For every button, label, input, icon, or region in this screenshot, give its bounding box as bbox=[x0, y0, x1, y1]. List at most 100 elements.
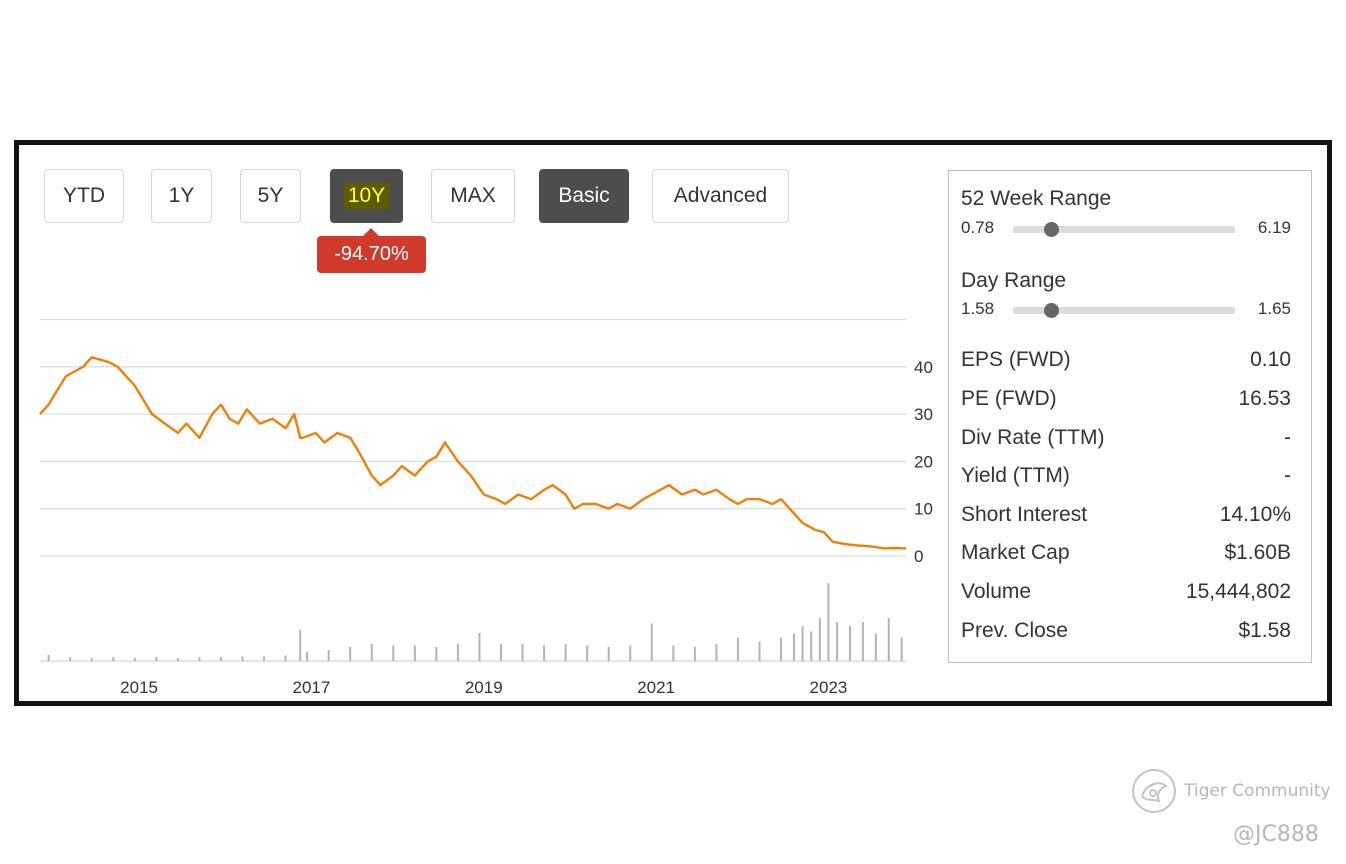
volume-bar bbox=[133, 657, 136, 661]
volume-bar bbox=[435, 646, 438, 661]
volume-bar bbox=[521, 643, 524, 661]
volume-bar bbox=[306, 651, 309, 661]
stat-row-yield: Yield (TTM) - bbox=[961, 464, 1291, 494]
stat-value: 15,444,802 bbox=[1185, 580, 1291, 603]
volume-bar bbox=[792, 633, 795, 661]
volume-bar bbox=[861, 622, 864, 661]
price-change-badge: -94.70% bbox=[317, 228, 426, 273]
volume-bar bbox=[607, 646, 610, 661]
volume-bar bbox=[758, 641, 761, 661]
volume-bar bbox=[810, 631, 813, 661]
day-range-track bbox=[1013, 303, 1235, 318]
y-tick-label: 30 bbox=[914, 405, 933, 424]
stat-value: 14.10% bbox=[1219, 503, 1291, 526]
y-tick-label: 40 bbox=[914, 358, 933, 377]
day-range-max: 1.65 bbox=[1257, 299, 1291, 318]
stat-row-prev-close: Prev. Close $1.58 bbox=[961, 619, 1291, 649]
range-max-button[interactable]: MAX bbox=[431, 169, 515, 223]
x-tick-label: 2015 bbox=[120, 678, 158, 697]
volume-bar bbox=[818, 618, 821, 661]
volume-bar bbox=[219, 657, 222, 661]
volume-bar bbox=[500, 643, 503, 661]
volume-bar bbox=[693, 646, 696, 661]
day-range-thumb bbox=[1043, 303, 1059, 318]
day-range-min: 1.58 bbox=[961, 299, 995, 318]
volume-bar bbox=[176, 657, 179, 661]
volume-bar bbox=[327, 650, 330, 661]
volume-bar bbox=[478, 632, 481, 661]
advanced-chart-button[interactable]: Advanced bbox=[652, 169, 789, 223]
week52-range-track bbox=[1013, 222, 1235, 237]
volume-bar bbox=[155, 657, 158, 661]
volume-bar bbox=[827, 583, 830, 661]
price-line bbox=[39, 356, 907, 550]
volume-bar bbox=[413, 645, 416, 661]
y-tick-label: 10 bbox=[914, 500, 933, 519]
stat-value: 0.10 bbox=[1250, 348, 1291, 371]
range-5y-button[interactable]: 5Y bbox=[240, 169, 301, 223]
stat-label: PE (FWD) bbox=[961, 387, 1057, 410]
week52-range-label: 52 Week Range bbox=[961, 187, 1112, 210]
tiger-community-logo-icon bbox=[1132, 769, 1176, 813]
volume-bar bbox=[672, 645, 675, 661]
stat-value: - bbox=[1284, 464, 1291, 487]
stat-row-volume: Volume 15,444,802 bbox=[961, 580, 1291, 610]
volume-bar bbox=[564, 643, 567, 661]
stat-label: Prev. Close bbox=[961, 619, 1068, 642]
stat-row-short-interest: Short Interest 14.10% bbox=[961, 503, 1291, 533]
basic-chart-button[interactable]: Basic bbox=[539, 169, 629, 223]
range-10y-button[interactable]: 10Y bbox=[330, 169, 403, 223]
volume-bar bbox=[715, 643, 718, 661]
week52-range-max: 6.19 bbox=[1257, 218, 1291, 237]
stat-row-div-rate: Div Rate (TTM) - bbox=[961, 426, 1291, 456]
volume-bar bbox=[887, 618, 890, 661]
stat-value: 16.53 bbox=[1238, 387, 1291, 410]
stat-label: EPS (FWD) bbox=[961, 348, 1071, 371]
stat-label: Short Interest bbox=[961, 503, 1088, 526]
volume-bar bbox=[586, 645, 589, 661]
stat-value: $1.58 bbox=[1238, 619, 1291, 642]
stock-chart-widget: YTD 1Y 5Y 10Y MAX Basic Advanced -94.70%… bbox=[14, 140, 1332, 706]
x-tick-label: 2019 bbox=[465, 678, 503, 697]
volume-bar bbox=[456, 643, 459, 661]
volume-bar bbox=[848, 625, 851, 661]
volume-bar bbox=[780, 637, 783, 661]
y-tick-label: 20 bbox=[914, 452, 933, 471]
price-volume-chart: 0 10 20 30 40 2015 2017 2019 2021 2023 bbox=[39, 318, 933, 697]
watermark-brand: Tiger Community bbox=[1184, 781, 1331, 801]
x-tick-label: 2021 bbox=[637, 678, 675, 697]
y-tick-label: 0 bbox=[914, 547, 923, 566]
range-ytd-button[interactable]: YTD bbox=[44, 169, 124, 223]
x-tick-label: 2023 bbox=[810, 678, 848, 697]
volume-bar bbox=[836, 622, 839, 661]
stat-value: - bbox=[1284, 426, 1291, 449]
stat-label: Div Rate (TTM) bbox=[961, 426, 1105, 449]
volume-bar bbox=[392, 645, 395, 661]
volume-bar bbox=[801, 625, 804, 661]
day-range-label: Day Range bbox=[961, 269, 1067, 292]
volume-bar bbox=[874, 633, 877, 661]
volume-bar bbox=[370, 643, 373, 661]
volume-bar bbox=[543, 645, 546, 661]
volume-bar bbox=[69, 657, 72, 661]
volume-bar bbox=[629, 645, 632, 661]
volume-bar bbox=[284, 655, 287, 661]
volume-bar bbox=[241, 656, 244, 661]
stat-label: Yield (TTM) bbox=[961, 464, 1070, 487]
week52-range-min: 0.78 bbox=[961, 218, 995, 237]
volume-bar bbox=[112, 657, 115, 661]
stats-panel: 52 Week Range 0.78 6.19 Day Range 1.58 1… bbox=[948, 170, 1312, 663]
stat-row-eps-fwd: EPS (FWD) 0.10 bbox=[961, 348, 1291, 378]
stat-row-market-cap: Market Cap $1.60B bbox=[961, 541, 1291, 571]
volume-bar bbox=[900, 637, 903, 661]
volume-bar bbox=[349, 646, 352, 661]
watermark-handle: @JC888 bbox=[1233, 822, 1319, 847]
volume-bar bbox=[299, 629, 302, 661]
volume-bar bbox=[263, 656, 266, 661]
volume-bar bbox=[650, 623, 653, 661]
stat-row-pe-fwd: PE (FWD) 16.53 bbox=[961, 387, 1291, 417]
stat-label: Market Cap bbox=[961, 541, 1070, 564]
volume-bar bbox=[90, 657, 93, 661]
range-1y-button[interactable]: 1Y bbox=[151, 169, 212, 223]
range-10y-label: 10Y bbox=[343, 183, 390, 209]
